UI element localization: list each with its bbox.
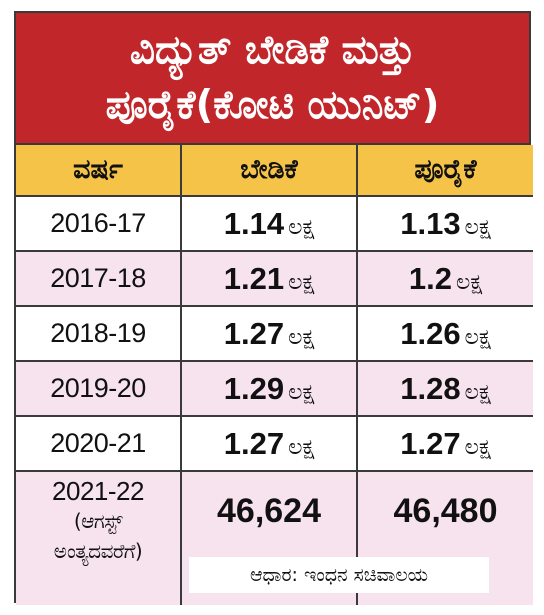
- source-note: ಆಧಾರ: ಇಂಧನ ಸಚಿವಾಲಯ: [189, 557, 489, 593]
- supply-value: 1.2: [408, 260, 452, 296]
- demand-value: 1.27: [223, 315, 285, 351]
- unit-label: ಲಕ್ಷ: [288, 379, 315, 405]
- title-line-1: ವಿದ್ಯುತ್ ಬೇಡಿಕೆ ಮತ್ತು: [129, 28, 416, 73]
- unit-label: ಲಕ್ಷ: [464, 434, 491, 460]
- table-title: ವಿದ್ಯುತ್ ಬೇಡಿಕೆ ಮತ್ತು ಪೂರೈಕೆ(ಕೋಟಿ ಯುನಿಟ್…: [16, 13, 529, 145]
- table-row: 2019-20 1.29 ಲಕ್ಷ 1.28 ಲಕ್ಷ: [16, 360, 533, 417]
- unit-label: ಲಕ್ಷ: [464, 324, 491, 350]
- data-table: ವರ್ಷ ಬೇಡಿಕೆ ಪೂರೈಕೆ 2016-17 1.14 ಲಕ್ಷ 1.13…: [16, 145, 533, 605]
- table-row: 2016-17 1.14 ಲಕ್ಷ 1.13 ಲಕ್ಷ: [16, 195, 533, 252]
- demand-cell: 1.27 ಲಕ್ಷ: [180, 415, 358, 472]
- title-line-2: ಪೂರೈಕೆ(ಕೋಟಿ ಯುನಿಟ್): [105, 83, 440, 128]
- column-header-year: ವರ್ಷ: [16, 145, 182, 197]
- column-header-supply: ಪೂರೈಕೆ: [356, 145, 533, 197]
- supply-cell: 1.28 ಲಕ್ಷ: [356, 360, 533, 417]
- unit-label: ಲಕ್ಷ: [288, 324, 315, 350]
- unit-label: ಲಕ್ಷ: [455, 269, 483, 295]
- year-cell: 2019-20: [16, 360, 182, 417]
- unit-label: ಲಕ್ಷ: [288, 269, 315, 295]
- demand-value: 1.29: [223, 370, 285, 406]
- header-row: ವರ್ಷ ಬೇಡಿಕೆ ಪೂರೈಕೆ: [16, 145, 533, 197]
- year-cell: 2018-19: [16, 305, 182, 362]
- demand-cell: 1.14 ಲಕ್ಷ: [180, 195, 358, 252]
- supply-cell: 1.26 ಲಕ್ಷ: [356, 305, 533, 362]
- demand-value: 1.14: [223, 205, 285, 241]
- demand-cell: 1.27 ಲಕ್ಷ: [180, 305, 358, 362]
- table-row: 2017-18 1.21 ಲಕ್ಷ 1.2 ಲಕ್ಷ: [16, 250, 533, 307]
- year-note-line-2: ಅಂತ್ಯದವರೆಗೆ): [53, 539, 143, 563]
- table-row: 2018-19 1.27 ಲಕ್ಷ 1.26 ಲಕ್ಷ: [16, 305, 533, 362]
- year-cell: 2020-21: [16, 415, 182, 472]
- year-cell: 2016-17: [16, 195, 182, 252]
- unit-label: ಲಕ್ಷ: [464, 214, 491, 240]
- supply-value: 1.26: [400, 315, 461, 351]
- demand-value: 46,624: [217, 492, 321, 530]
- supply-value: 46,480: [393, 492, 498, 530]
- unit-label: ಲಕ್ಷ: [464, 379, 491, 405]
- demand-cell: 1.29 ಲಕ್ಷ: [180, 360, 358, 417]
- supply-value: 1.28: [400, 370, 461, 406]
- year-value: 2021-22: [52, 476, 144, 506]
- supply-value: 1.27: [400, 425, 461, 461]
- column-header-demand: ಬೇಡಿಕೆ: [180, 145, 358, 197]
- year-cell: 2021-22 (ಆಗಸ್ಟ್ ಅಂತ್ಯದವರೆಗೆ): [16, 470, 182, 605]
- unit-label: ಲಕ್ಷ: [288, 434, 315, 460]
- year-cell: 2017-18: [16, 250, 182, 307]
- demand-cell: 1.21 ಲಕ್ಷ: [180, 250, 358, 307]
- unit-label: ಲಕ್ಷ: [288, 214, 315, 240]
- demand-value: 1.21: [223, 260, 285, 296]
- supply-cell: 1.13 ಲಕ್ಷ: [356, 195, 533, 252]
- table-card: ವಿದ್ಯುತ್ ಬೇಡಿಕೆ ಮತ್ತು ಪೂರೈಕೆ(ಕೋಟಿ ಯುನಿಟ್…: [14, 11, 533, 605]
- supply-cell: 1.27 ಲಕ್ಷ: [356, 415, 533, 472]
- supply-value: 1.13: [400, 205, 461, 241]
- supply-cell: 1.2 ಲಕ್ಷ: [356, 250, 533, 307]
- demand-value: 1.27: [223, 425, 285, 461]
- table-row: 2020-21 1.27 ಲಕ್ಷ 1.27 ಲಕ್ಷ: [16, 415, 533, 472]
- year-note-line-1: (ಆಗಸ್ಟ್: [73, 509, 123, 533]
